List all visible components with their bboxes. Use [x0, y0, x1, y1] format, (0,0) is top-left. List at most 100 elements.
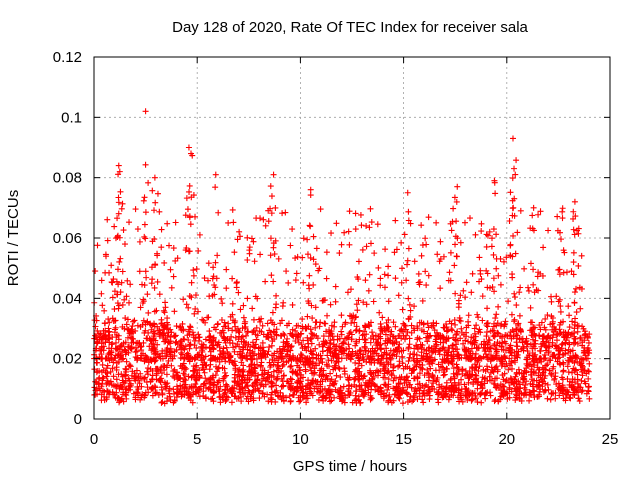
data-point [553, 337, 560, 344]
data-point [381, 284, 388, 291]
data-point [416, 370, 423, 377]
data-point [441, 324, 448, 331]
data-point [101, 307, 108, 314]
data-point [303, 355, 310, 362]
data-point [166, 242, 173, 249]
data-point [530, 355, 537, 362]
data-point [120, 398, 127, 405]
data-point [529, 345, 536, 352]
data-point [469, 365, 476, 372]
data-point [273, 376, 280, 383]
data-point [405, 217, 412, 224]
data-point [305, 298, 312, 305]
data-point [453, 386, 460, 393]
data-point [165, 357, 172, 364]
data-point [544, 395, 551, 402]
data-point [252, 331, 259, 338]
data-point [268, 391, 275, 398]
data-point [240, 302, 247, 309]
data-point [306, 272, 313, 279]
data-point [132, 349, 139, 356]
data-point [142, 268, 149, 275]
data-point [365, 383, 372, 390]
data-point [229, 389, 236, 396]
data-point [498, 333, 505, 340]
data-point [525, 361, 532, 368]
data-point [161, 324, 168, 331]
data-point [492, 354, 499, 361]
data-point [362, 336, 369, 343]
data-point [513, 157, 520, 164]
data-point [388, 371, 395, 378]
data-point [157, 377, 164, 384]
data-point [491, 288, 498, 295]
data-point [328, 357, 335, 364]
data-point [171, 332, 178, 339]
data-point [215, 209, 222, 216]
data-point [506, 355, 513, 362]
data-point [401, 231, 408, 238]
data-point [514, 229, 521, 236]
data-point [520, 345, 527, 352]
data-point [547, 335, 554, 342]
data-point [478, 399, 485, 406]
data-point [484, 363, 491, 370]
data-point [228, 399, 235, 406]
data-point [248, 235, 255, 242]
data-point [332, 362, 339, 369]
data-point [392, 335, 399, 342]
data-point [418, 222, 425, 229]
data-point [348, 320, 355, 327]
data-point [536, 322, 543, 329]
data-point [454, 346, 461, 353]
data-point [398, 387, 405, 394]
data-point [484, 389, 491, 396]
data-point [171, 348, 178, 355]
data-point [117, 289, 124, 296]
data-point [254, 377, 261, 384]
data-point [214, 368, 221, 375]
data-point [570, 384, 577, 391]
data-point [426, 333, 433, 340]
data-point [531, 324, 538, 331]
data-point [338, 328, 345, 335]
data-point [202, 353, 209, 360]
data-point [419, 382, 426, 389]
data-point [472, 392, 479, 399]
data-point [352, 388, 359, 395]
data-point [134, 226, 141, 233]
data-point [423, 282, 430, 289]
data-point [385, 376, 392, 383]
data-point [119, 268, 126, 275]
data-point [508, 376, 515, 383]
data-point [297, 397, 304, 404]
data-point [558, 386, 565, 393]
data-point [153, 307, 160, 314]
data-point [190, 272, 197, 279]
data-point [211, 291, 218, 298]
data-point [214, 320, 221, 327]
data-point [537, 374, 544, 381]
data-point [392, 217, 399, 224]
data-point [257, 215, 264, 222]
data-point [351, 368, 358, 375]
data-point [166, 385, 173, 392]
data-point [282, 209, 289, 216]
data-point [278, 396, 285, 403]
data-point [411, 394, 418, 401]
data-point [525, 284, 532, 291]
data-point [351, 397, 358, 404]
data-point [231, 374, 238, 381]
data-point [191, 310, 198, 317]
data-point [288, 376, 295, 383]
data-point [475, 367, 482, 374]
data-point [478, 341, 485, 348]
data-point [147, 378, 154, 385]
data-point [448, 388, 455, 395]
data-point [575, 395, 582, 402]
data-point [143, 354, 150, 361]
data-point [232, 343, 239, 350]
data-point [321, 340, 328, 347]
data-point [127, 281, 134, 288]
data-point [270, 278, 277, 285]
